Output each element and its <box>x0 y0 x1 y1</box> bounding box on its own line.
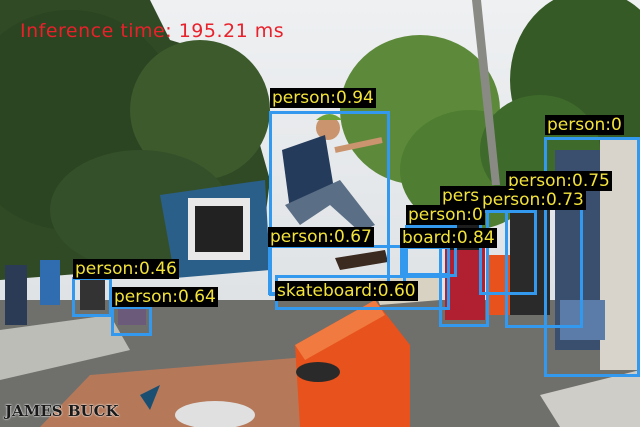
inference-time-text: Inference time: 195.21 ms <box>20 20 285 42</box>
detection-label: board:0.84 <box>400 228 497 248</box>
detection-label: person:0.94 <box>270 88 376 108</box>
detection-label: person:0.64 <box>112 287 218 307</box>
detection-box-person <box>72 277 112 317</box>
detection-box-person <box>544 137 640 377</box>
detection-box-skateboard <box>400 246 450 276</box>
detection-box-person <box>111 306 152 336</box>
detection-label: person:0 <box>406 205 485 225</box>
detection-label: skateboard:0.60 <box>275 281 418 301</box>
detection-box-person <box>479 210 537 295</box>
detection-label: person:0 <box>545 115 624 135</box>
detection-label: person:0.73 <box>480 190 586 210</box>
detection-label: person:0.75 <box>506 171 612 191</box>
detection-label: person:0.67 <box>268 227 374 247</box>
detection-label: person:0.46 <box>73 259 179 279</box>
photographer-watermark: JAMES BUCK <box>5 402 119 420</box>
